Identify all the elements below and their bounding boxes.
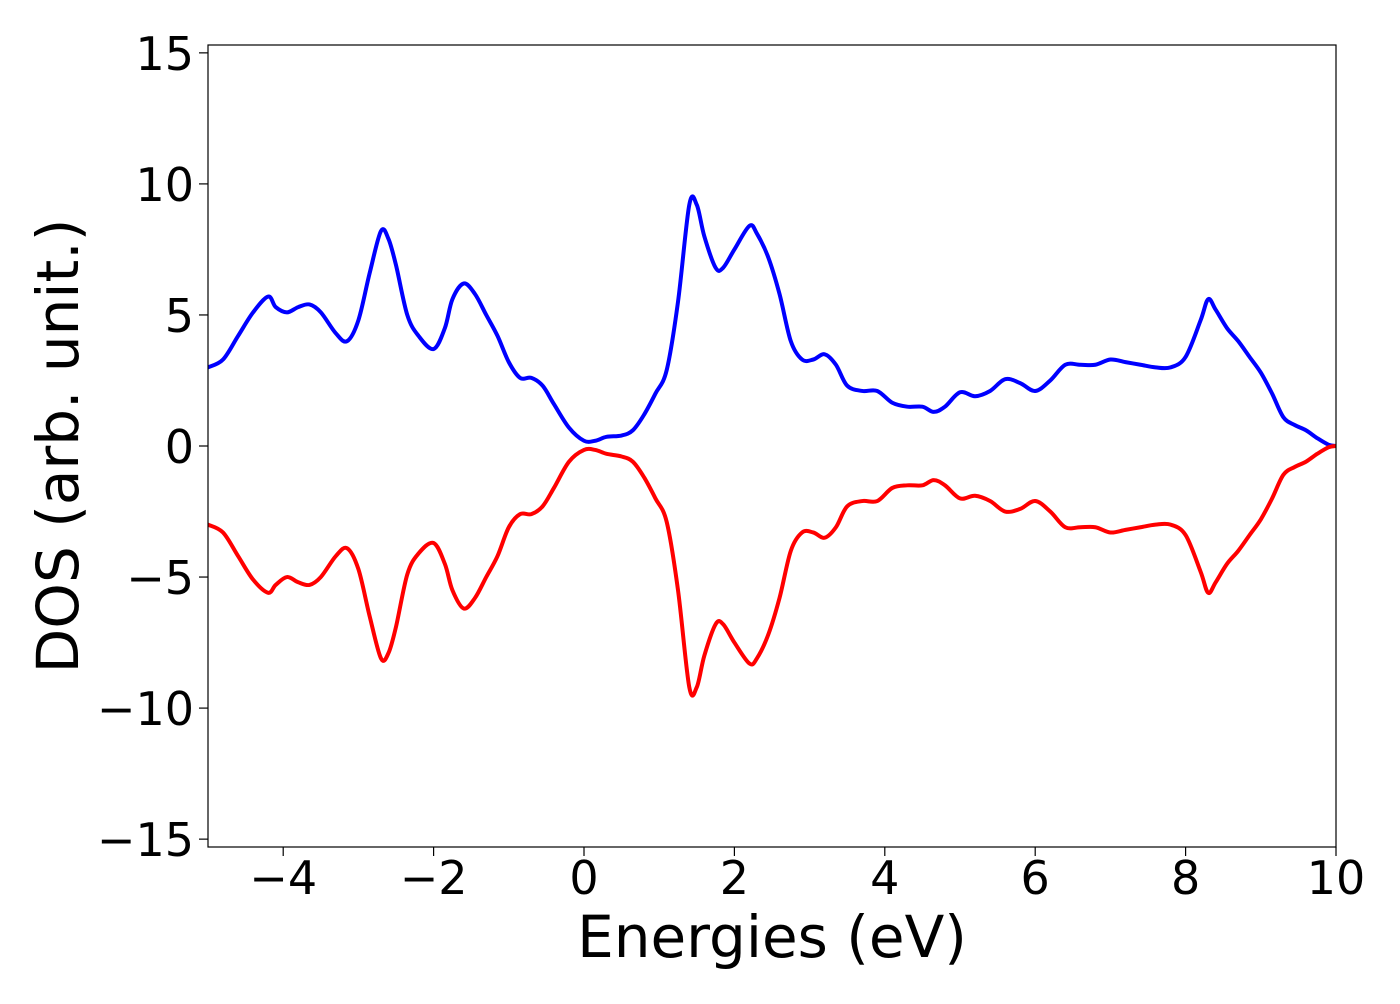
- y-tick-label: −10: [97, 682, 194, 736]
- y-tick-label: 15: [135, 27, 194, 81]
- x-tick-label: −4: [249, 851, 317, 905]
- series-layer: [208, 194, 1336, 698]
- y-tick-label: 0: [165, 420, 194, 474]
- y-tick-label: −15: [97, 813, 194, 867]
- y-axis-title: DOS (arb. unit.): [24, 219, 92, 674]
- y-tick-label: −5: [126, 551, 194, 605]
- x-axis: −4 −2 0 2 4 6 8 10: [249, 847, 1365, 905]
- x-tick-label: 8: [1171, 851, 1200, 905]
- plot-frame: [207, 44, 1337, 848]
- x-tick-label: 4: [870, 851, 899, 905]
- x-tick-label: 10: [1307, 851, 1366, 905]
- x-tick-label: −2: [400, 851, 468, 905]
- series-line-1: [208, 194, 1336, 448]
- series-line-2: [208, 444, 1336, 698]
- y-tick-label: 10: [135, 158, 194, 212]
- x-tick-label: 0: [569, 851, 598, 905]
- x-axis-title: Energies (eV): [577, 903, 967, 971]
- y-tick-label: 5: [165, 289, 194, 343]
- x-tick-label: 2: [720, 851, 749, 905]
- x-tick-label: 6: [1021, 851, 1050, 905]
- y-axis: −15 −10 −5 0 5 10 15: [97, 27, 208, 867]
